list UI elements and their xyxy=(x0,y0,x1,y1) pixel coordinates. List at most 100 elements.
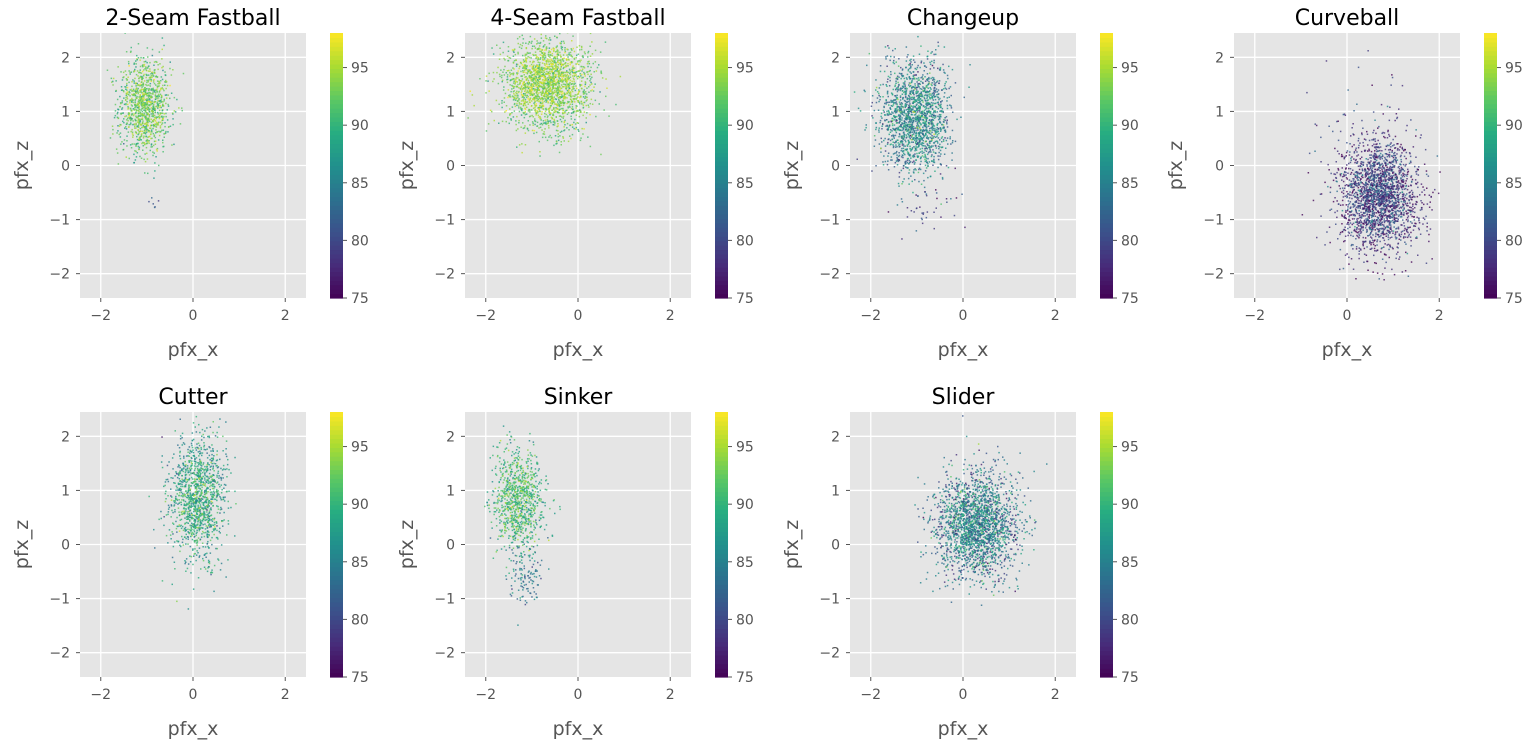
data-point xyxy=(553,71,555,74)
data-point xyxy=(159,102,161,105)
data-point xyxy=(529,90,531,93)
data-point xyxy=(504,65,506,68)
data-point xyxy=(542,122,545,125)
data-point xyxy=(897,115,900,117)
data-point xyxy=(936,135,938,138)
data-point xyxy=(913,139,916,142)
data-point xyxy=(153,152,155,154)
data-point xyxy=(514,99,517,101)
data-point xyxy=(536,110,538,112)
data-point xyxy=(902,123,904,125)
data-point xyxy=(912,120,915,123)
data-point xyxy=(937,137,940,139)
data-point xyxy=(141,142,143,145)
data-point xyxy=(156,76,159,78)
data-point xyxy=(914,88,916,90)
data-point xyxy=(557,111,559,113)
colorbar-segment xyxy=(330,222,343,228)
data-point xyxy=(853,91,856,93)
data-point xyxy=(895,119,897,121)
data-point xyxy=(917,155,920,157)
data-point xyxy=(133,63,135,65)
data-point xyxy=(545,92,547,94)
data-point xyxy=(545,66,547,68)
data-point xyxy=(141,123,144,125)
data-point xyxy=(155,105,158,107)
data-point xyxy=(139,111,141,113)
data-point xyxy=(116,152,119,154)
data-point xyxy=(135,123,137,126)
data-point xyxy=(544,64,546,66)
data-point xyxy=(138,80,140,82)
data-point xyxy=(926,78,929,80)
data-point xyxy=(572,82,574,85)
data-point xyxy=(922,110,924,112)
data-point xyxy=(525,79,528,81)
data-point xyxy=(540,119,542,121)
data-point xyxy=(920,160,922,163)
data-point xyxy=(144,89,147,92)
data-point xyxy=(525,58,527,61)
data-point xyxy=(523,87,525,89)
data-point xyxy=(137,103,140,106)
data-point xyxy=(536,40,538,42)
data-point xyxy=(142,137,145,139)
data-point xyxy=(138,115,140,117)
data-point xyxy=(534,100,536,103)
colorbar-segment xyxy=(330,271,343,277)
data-point xyxy=(143,132,145,134)
data-point xyxy=(535,92,538,94)
data-point xyxy=(528,99,530,101)
data-point xyxy=(598,64,600,66)
data-point xyxy=(900,149,902,152)
data-point xyxy=(529,69,531,71)
data-point xyxy=(907,111,910,113)
data-point xyxy=(527,69,530,71)
data-point xyxy=(552,123,554,126)
data-point xyxy=(522,104,525,107)
data-point xyxy=(142,120,144,122)
data-point xyxy=(583,71,585,74)
data-point xyxy=(908,108,911,111)
data-point xyxy=(560,107,563,110)
data-point xyxy=(565,79,568,81)
data-point xyxy=(924,153,926,156)
data-point xyxy=(556,91,558,94)
data-point xyxy=(902,138,904,140)
data-point xyxy=(918,132,920,134)
data-point xyxy=(906,167,908,169)
data-point xyxy=(520,86,522,88)
data-point xyxy=(535,84,538,86)
data-point xyxy=(505,110,507,112)
data-point xyxy=(921,150,923,152)
data-point xyxy=(558,73,561,75)
data-point xyxy=(935,105,937,108)
data-point xyxy=(119,106,121,108)
scatter-points xyxy=(106,33,185,209)
data-point xyxy=(881,125,883,127)
data-point xyxy=(901,111,903,114)
data-point xyxy=(147,74,150,76)
data-point xyxy=(520,126,522,128)
data-point xyxy=(129,119,132,122)
data-point xyxy=(557,125,559,127)
data-point xyxy=(909,127,911,129)
data-point xyxy=(924,80,927,82)
data-point xyxy=(930,127,932,129)
data-point xyxy=(563,63,566,65)
data-point xyxy=(521,143,523,145)
data-point xyxy=(910,65,912,68)
data-point xyxy=(945,165,948,167)
data-point xyxy=(533,70,535,72)
data-point xyxy=(927,144,929,146)
data-point xyxy=(127,120,129,122)
data-point xyxy=(551,76,554,79)
data-point xyxy=(875,128,877,131)
data-point xyxy=(881,128,883,130)
data-point xyxy=(939,118,941,120)
data-point xyxy=(905,93,907,95)
data-point xyxy=(538,88,541,91)
data-point xyxy=(891,135,893,137)
colorbar-segment xyxy=(715,41,728,47)
data-point xyxy=(517,94,519,97)
